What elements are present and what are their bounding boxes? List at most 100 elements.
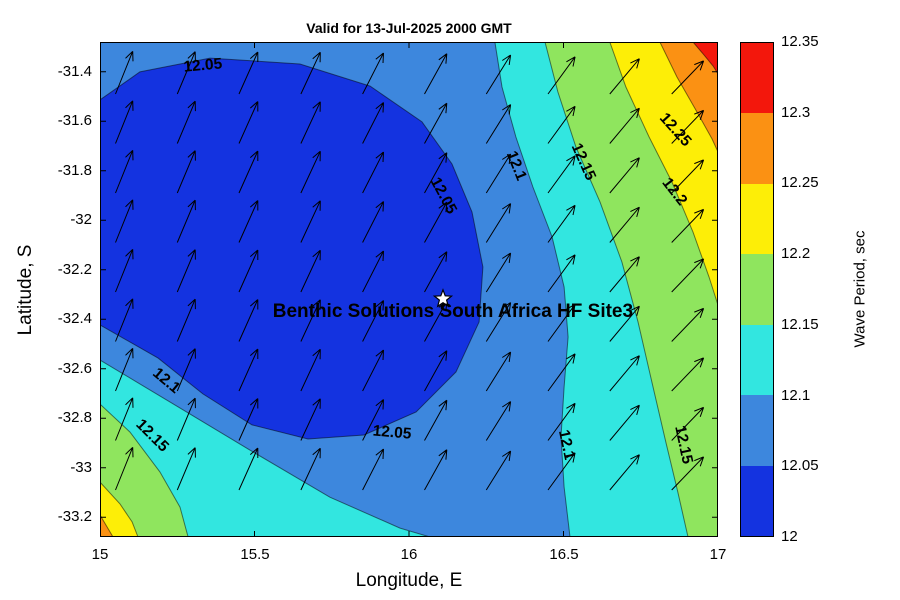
wave-direction-arrow-icon (547, 353, 576, 392)
contour-band (609, 42, 718, 537)
colorbar-tick-label: 12.05 (781, 457, 819, 474)
contour-line (692, 42, 718, 75)
wave-direction-arrow-icon (485, 351, 512, 392)
colorbar-segment (741, 465, 773, 536)
contour-line (100, 403, 189, 537)
wave-direction-arrow-icon (238, 398, 259, 441)
wave-direction-arrow-icon (176, 51, 196, 95)
wave-direction-arrow-icon (547, 105, 576, 144)
contour-line (609, 42, 718, 306)
wave-direction-arrow-icon (300, 150, 321, 194)
wave-direction-arrow-icon (115, 347, 134, 392)
contour-line (100, 481, 139, 537)
wave-direction-arrow-icon (485, 104, 512, 144)
y-tick-label: -31.6 (57, 112, 92, 129)
wave-direction-arrow-icon (671, 159, 705, 194)
y-tick-label: -31.8 (57, 162, 92, 179)
contour-line (100, 359, 431, 537)
colorbar-tick-label: 12 (781, 528, 798, 545)
wave-direction-arrow-icon (362, 349, 384, 392)
wave-direction-arrow-icon (609, 355, 640, 392)
colorbar-segment (741, 324, 773, 396)
wave-direction-arrow-icon (115, 149, 134, 194)
y-tick-label: -32.2 (57, 261, 92, 278)
wave-direction-arrow-icon (176, 150, 196, 194)
wave-direction-arrow-icon (362, 448, 384, 491)
wave-direction-arrow-icon (424, 102, 448, 144)
wave-direction-arrow-icon (362, 102, 384, 144)
x-tick-label: 17 (709, 546, 727, 563)
wave-direction-arrow-icon (300, 398, 321, 441)
wave-direction-arrow-icon (115, 199, 134, 243)
contour-label: 12.05 (372, 422, 413, 442)
colorbar-tick-label: 12.35 (781, 33, 819, 50)
wave-direction-arrow-icon (300, 447, 321, 491)
x-tick-label: 15 (91, 546, 109, 563)
wave-direction-arrow-icon (485, 252, 512, 293)
y-tick-label: -32.6 (57, 360, 92, 377)
plot-title: Valid for 13-Jul-2025 2000 GMT (306, 20, 512, 36)
wave-direction-arrow-icon (238, 101, 259, 144)
axis-tick-marks (100, 42, 718, 537)
contour-band (100, 360, 430, 537)
wave-direction-arrow-icon (238, 348, 259, 392)
wave-direction-arrow-icon (485, 54, 512, 95)
wave-direction-arrow-icon (238, 200, 259, 243)
y-tick-label: -31.4 (57, 63, 92, 80)
wave-direction-arrow-icon (424, 399, 448, 441)
wave-direction-arrow-icon (671, 60, 705, 95)
contour-band (659, 42, 718, 537)
wave-direction-arrow-icon (300, 299, 321, 342)
wave-direction-arrow-icon (609, 157, 640, 194)
wave-direction-arrow-icon (424, 152, 448, 194)
wave-direction-arrow-icon (362, 201, 384, 243)
wave-direction-arrow-icon (671, 357, 705, 392)
wave-direction-arrow-icon (115, 397, 134, 441)
site-marker-star-icon (432, 288, 454, 308)
colorbar-tick-label: 12.2 (781, 245, 811, 262)
wave-direction-arrow-icon (424, 53, 448, 95)
wave-direction-arrow-icon (115, 100, 134, 144)
wave-direction-arrow-icon (547, 254, 576, 293)
wave-direction-arrow-icon (547, 155, 576, 194)
wave-direction-arrow-icon (609, 58, 640, 95)
wave-direction-arrow-icon (485, 302, 512, 342)
y-tick-label: -32.8 (57, 409, 92, 426)
x-axis-label: Longitude, E (355, 570, 463, 591)
x-tick-label: 16.5 (549, 546, 579, 563)
colorbar-tick-label: 12.25 (781, 174, 819, 191)
wave-direction-arrow-icon (547, 56, 576, 95)
colorbar-tick-label: 12.1 (781, 387, 811, 404)
colorbar-segment (741, 254, 773, 325)
wave-direction-arrow-icon (609, 107, 640, 144)
contour-label: 12.1 (555, 428, 578, 461)
wave-direction-arrow-icon (671, 208, 705, 243)
colorbar (740, 42, 774, 537)
wave-direction-arrow-icon (238, 447, 259, 491)
colorbar-segment (741, 113, 773, 184)
wave-direction-arrow-icon (300, 348, 321, 392)
wave-direction-arrow-icon (671, 258, 705, 293)
plot-border (100, 42, 718, 537)
contour-line (100, 514, 114, 537)
wave-direction-arrow-icon (362, 300, 384, 342)
contour-label: 12.05 (183, 55, 224, 75)
x-tick-label: 15.5 (240, 546, 270, 563)
y-tick-label: -32.4 (57, 310, 92, 327)
wave-direction-arrow-icon (238, 51, 259, 95)
wave-direction-arrow-icon (115, 446, 134, 491)
wave-direction-arrow-icon (485, 450, 512, 491)
contour-band (100, 404, 189, 537)
wave-direction-arrow-icon (115, 50, 134, 95)
wave-direction-arrow-icon (176, 397, 196, 441)
colorbar-segment (741, 43, 773, 114)
wave-direction-arrow-icon (547, 402, 576, 441)
colorbar-segment (741, 395, 773, 466)
colorbar-tick-label: 12.3 (781, 104, 811, 121)
wave-direction-arrow-icon (424, 449, 448, 491)
wave-direction-arrow-icon (238, 150, 259, 194)
wave-direction-arrow-icon (424, 251, 448, 293)
wave-direction-arrow-icon (609, 404, 640, 441)
wave-direction-arrow-icon (362, 151, 384, 194)
